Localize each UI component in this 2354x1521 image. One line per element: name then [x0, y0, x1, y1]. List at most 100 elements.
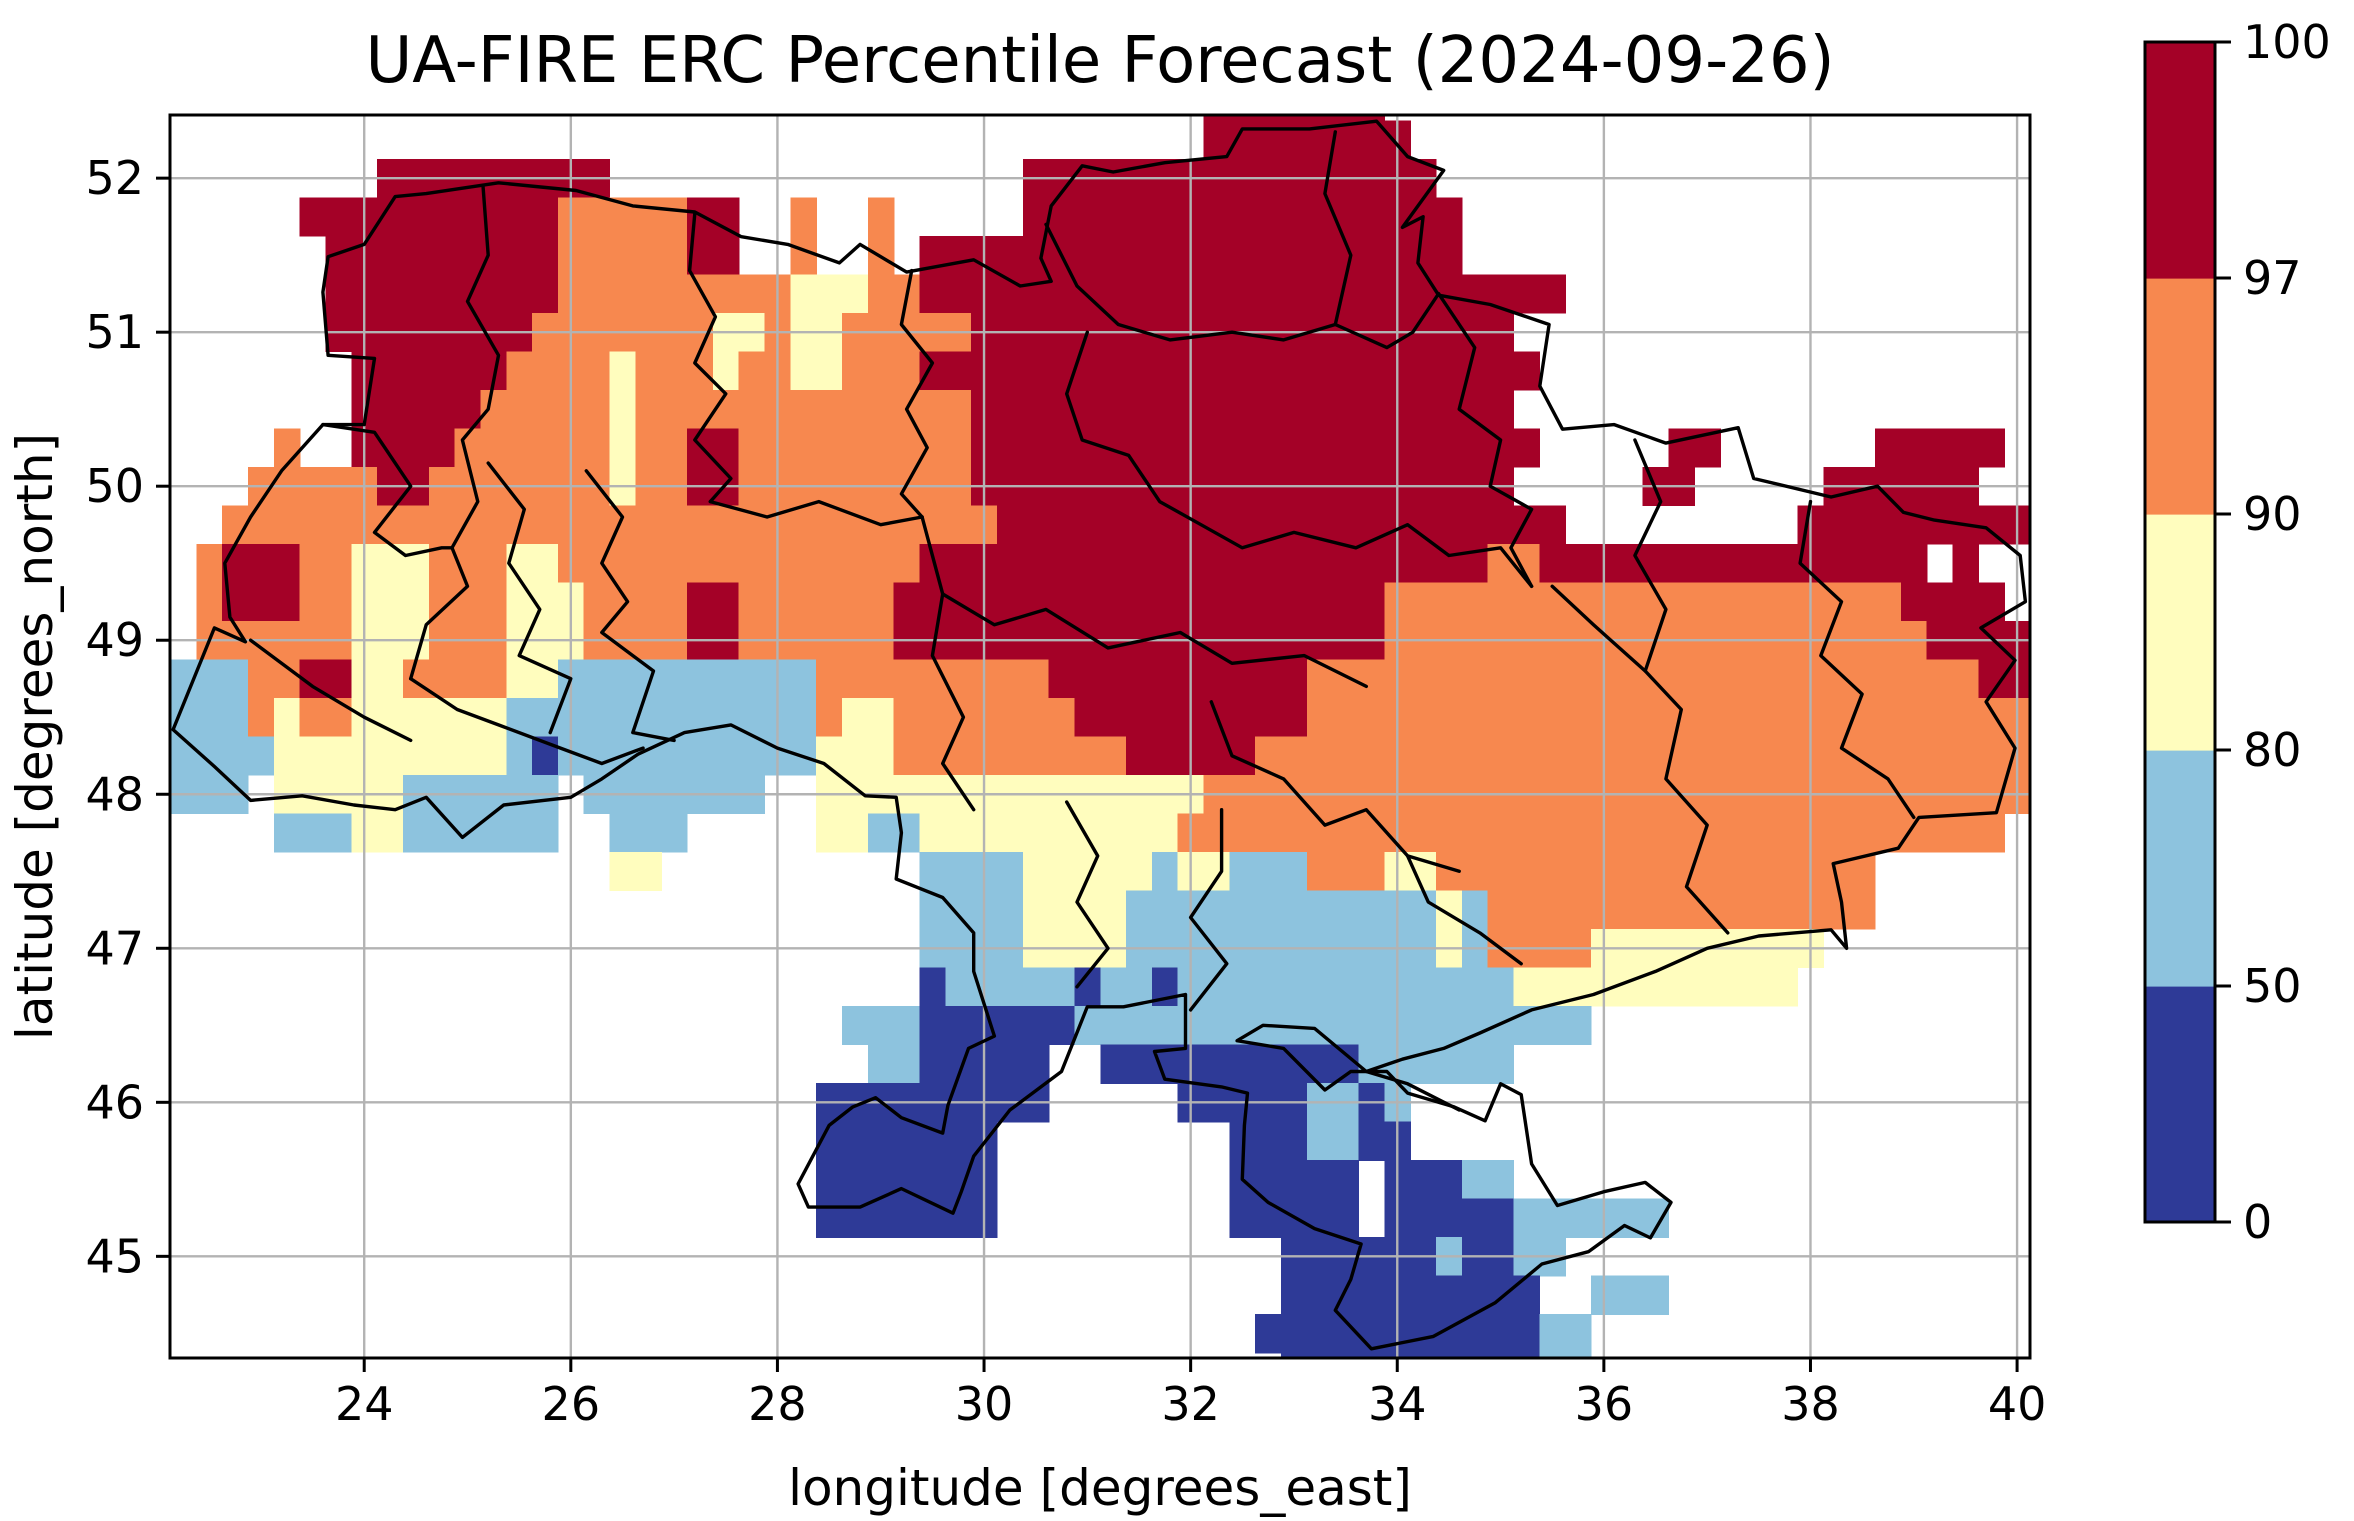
grid-cell: [532, 389, 559, 430]
grid-cell: [1410, 698, 1437, 738]
grid-cell: [1875, 736, 1902, 776]
grid-cell: [1745, 813, 1773, 853]
grid-cell: [1203, 274, 1231, 314]
grid-cell: [1513, 813, 1540, 853]
grid-cell: [1668, 698, 1695, 738]
grid-cell: [609, 582, 637, 622]
grid-cell: [428, 235, 456, 276]
grid-cell: [1461, 428, 1489, 468]
x-tick-label: 38: [1781, 1377, 1840, 1431]
grid-cell: [1229, 120, 1256, 160]
grid-cell: [1720, 813, 1747, 853]
grid-cell: [196, 544, 223, 584]
grid-cell: [583, 582, 611, 622]
grid-cell: [428, 505, 456, 545]
grid-cell: [609, 852, 637, 892]
grid-cell: [919, 544, 946, 584]
grid-cell: [532, 505, 559, 545]
grid-cell: [1616, 1275, 1644, 1315]
grid-cell: [532, 659, 559, 699]
grid-cell: [506, 813, 533, 853]
grid-cell: [1461, 505, 1489, 545]
grid-cell: [1823, 544, 1850, 584]
grid-cell: [1332, 351, 1360, 391]
grid-cell: [1229, 351, 1256, 391]
grid-cell: [325, 659, 352, 699]
grid-cell: [454, 235, 482, 276]
grid-cell: [506, 389, 533, 430]
grid-cell: [196, 698, 223, 738]
grid-cell: [867, 274, 895, 314]
grid-cell: [1203, 659, 1231, 699]
grid-cell: [1771, 967, 1799, 1007]
grid-cell: [1229, 967, 1256, 1007]
grid-cell: [325, 582, 352, 622]
grid-cell: [248, 659, 275, 699]
grid-cell: [1461, 1198, 1489, 1238]
grid-cell: [403, 428, 430, 468]
grid-cell: [712, 582, 740, 622]
grid-cell: [1358, 1006, 1385, 1046]
grid-cell: [1203, 890, 1231, 930]
grid-cell: [945, 967, 972, 1007]
grid-cell: [506, 582, 533, 622]
grid-cell: [867, 813, 895, 853]
grid-cell: [790, 197, 817, 237]
grid-cell: [1642, 813, 1670, 853]
grid-cell: [1410, 544, 1437, 584]
grid-cell: [1358, 505, 1385, 545]
grid-cell: [1436, 1044, 1463, 1084]
grid-cell: [1048, 544, 1076, 584]
grid-cell: [1074, 736, 1101, 776]
grid-cell: [1229, 582, 1256, 622]
y-tick-label: 52: [85, 151, 144, 205]
grid-cell: [945, 1121, 972, 1161]
grid-cell: [1229, 115, 1256, 122]
grid-cell: [480, 736, 507, 776]
grid-cell: [1126, 967, 1153, 1007]
grid-cell: [1642, 698, 1670, 738]
grid-cell: [1281, 659, 1308, 699]
grid-cell: [945, 544, 972, 584]
grid-cell: [661, 505, 688, 545]
grid-cell: [1436, 698, 1463, 738]
grid-cell: [1436, 1198, 1463, 1238]
grid-cell: [661, 197, 688, 237]
grid-cell: [1203, 351, 1231, 391]
grid-cell: [687, 197, 714, 237]
plot-frame: [168, 113, 2032, 1360]
grid-cell: [1332, 967, 1360, 1007]
grid-cell: [454, 659, 482, 699]
grid-cell: [1513, 582, 1540, 622]
grid-cell: [1410, 582, 1437, 622]
grid-cell: [1358, 115, 1385, 122]
grid-cell: [816, 389, 843, 430]
grid-cell: [1616, 967, 1644, 1007]
grid-cell: [1875, 505, 1902, 545]
grid-cell: [945, 351, 972, 391]
grid-cell: [919, 659, 946, 699]
grid-cell: [816, 698, 843, 738]
grid-cell: [1306, 890, 1334, 930]
grid-cell: [893, 582, 921, 622]
grid-cell: [299, 544, 327, 584]
grid-cell: [1022, 890, 1050, 930]
grid-cell: [1255, 1121, 1282, 1161]
grid-cell: [1513, 698, 1540, 738]
grid-cell: [1461, 274, 1489, 314]
grid-cell: [1255, 698, 1282, 738]
oblast-border: [1436, 292, 1534, 588]
grid-cell: [583, 235, 611, 276]
oblast-border: [450, 184, 501, 550]
grid-cell: [506, 428, 533, 468]
grid-cell: [1487, 1352, 1515, 1358]
grid-cell: [687, 505, 714, 545]
grid-cell: [1203, 852, 1231, 892]
grid-cell: [609, 659, 637, 699]
grid-cell: [1875, 428, 1902, 468]
colorbar-tick-label: 90: [2243, 487, 2302, 541]
grid-cell: [1255, 115, 1282, 122]
oblast-border: [1323, 130, 1353, 327]
grid-cell: [1461, 1160, 1489, 1200]
grid-cell: [1487, 1006, 1515, 1046]
